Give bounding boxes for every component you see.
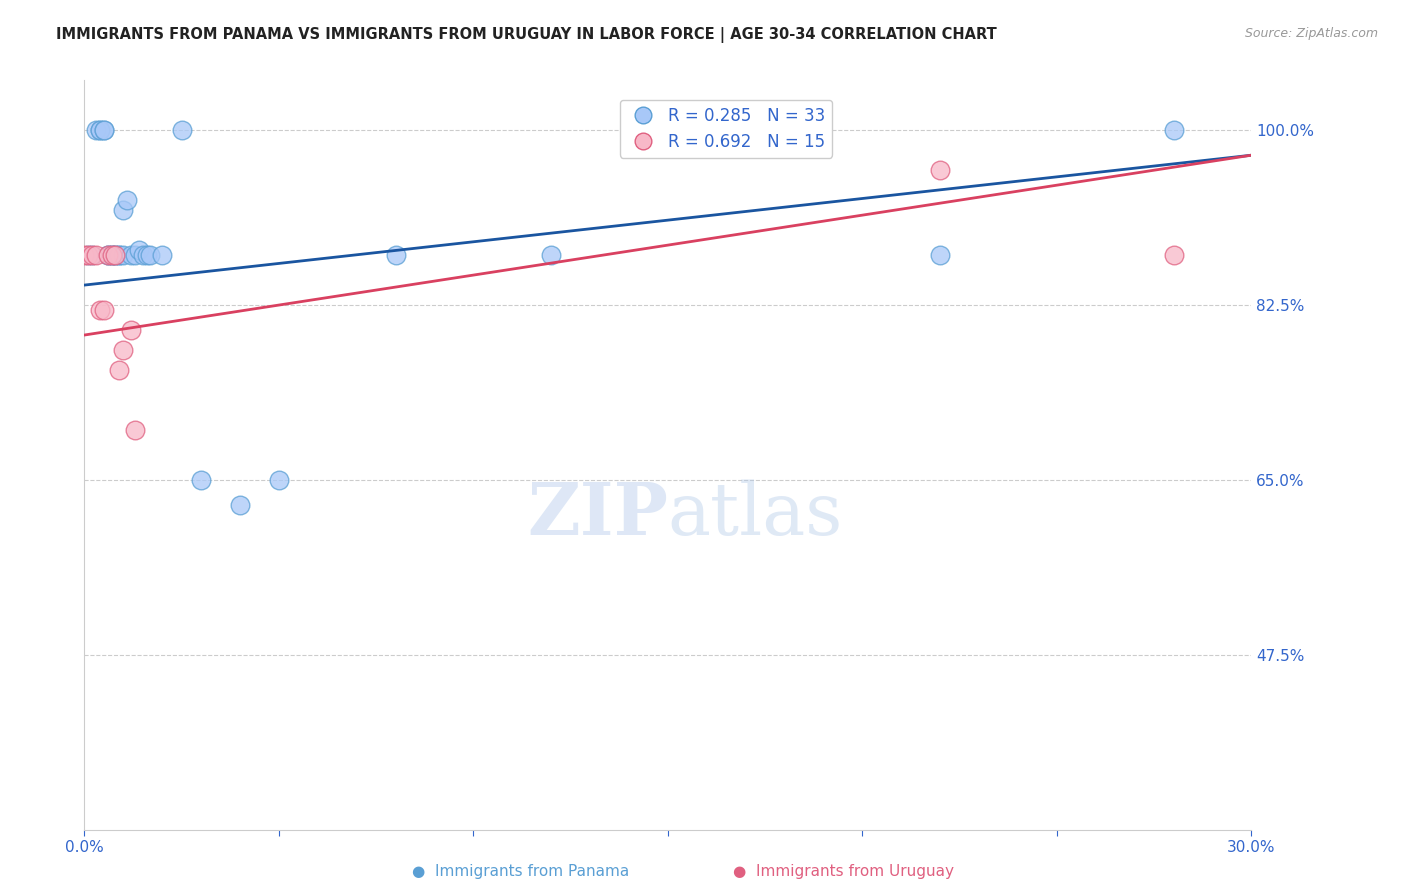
Point [170,123,193,137]
Point [1163,248,1185,262]
Text: Source: ZipAtlas.com: Source: ZipAtlas.com [1244,27,1378,40]
Point [132,248,155,262]
Point [77,248,100,262]
Text: ZIP: ZIP [527,479,668,550]
Point [100,248,122,262]
Point [104,248,127,262]
Point [120,248,142,262]
Point [89,123,111,137]
Point [104,248,127,262]
Point [112,343,135,357]
Point [82,248,104,262]
Point [97,248,120,262]
Point [104,248,127,262]
Point [135,248,157,262]
Point [100,248,122,262]
Point [384,248,406,262]
Point [93,303,115,318]
Point [229,498,252,512]
Point [112,203,135,218]
Point [128,243,150,257]
Text: ●  Immigrants from Uruguay: ● Immigrants from Uruguay [733,863,955,879]
Point [77,248,100,262]
Point [73,248,96,262]
Point [89,123,111,137]
Point [929,248,952,262]
Point [93,123,115,137]
Point [108,248,131,262]
Text: ●  Immigrants from Panama: ● Immigrants from Panama [412,863,628,879]
Point [115,193,138,207]
Point [139,248,162,262]
Point [540,248,562,262]
Point [190,473,212,487]
Point [124,423,146,437]
Point [108,248,131,262]
Point [84,123,107,137]
Point [150,248,173,262]
Text: IMMIGRANTS FROM PANAMA VS IMMIGRANTS FROM URUGUAY IN LABOR FORCE | AGE 30-34 COR: IMMIGRANTS FROM PANAMA VS IMMIGRANTS FRO… [56,27,997,43]
Point [112,248,135,262]
Point [929,163,952,178]
Point [108,363,131,377]
Point [124,248,146,262]
Point [97,248,120,262]
Point [93,123,115,137]
Legend: R = 0.285   N = 33, R = 0.692   N = 15: R = 0.285 N = 33, R = 0.692 N = 15 [620,100,832,158]
Point [97,248,120,262]
Point [100,248,122,262]
Point [84,248,107,262]
Point [1163,123,1185,137]
Point [120,323,142,337]
Point [267,473,290,487]
Point [82,248,104,262]
Point [89,303,111,318]
Text: atlas: atlas [668,480,844,550]
